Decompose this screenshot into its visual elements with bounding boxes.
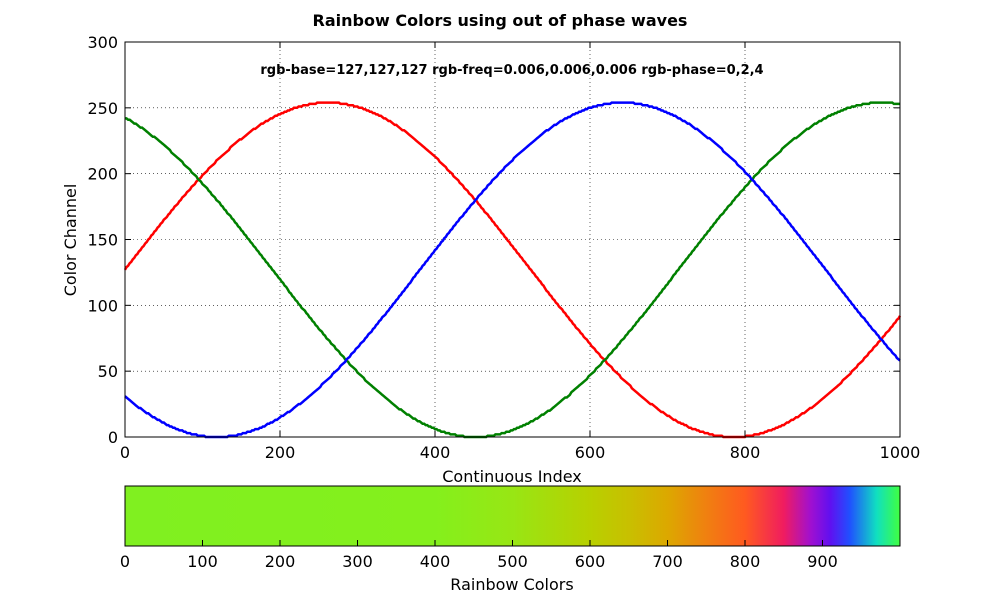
x-tick-label: 800 bbox=[730, 443, 761, 462]
colorbar-tick-label: 700 bbox=[652, 552, 683, 571]
y-tick-label: 150 bbox=[87, 231, 118, 250]
x-tick-label: 0 bbox=[120, 443, 130, 462]
y-axis-label: Color Channel bbox=[61, 184, 80, 297]
y-tick-label: 100 bbox=[87, 296, 118, 315]
colorbar-tick-label: 500 bbox=[497, 552, 528, 571]
grid-lines bbox=[124, 41, 901, 438]
series-line-blue bbox=[124, 101, 901, 439]
x-tick-label: 600 bbox=[575, 443, 606, 462]
y-tick-label: 0 bbox=[108, 428, 118, 447]
colorbar-tick-label: 800 bbox=[730, 552, 761, 571]
colorbar-tick-label: 200 bbox=[265, 552, 296, 571]
y-tick-label: 300 bbox=[87, 33, 118, 52]
colorbar-label: Rainbow Colors bbox=[450, 575, 573, 594]
y-axis-ticks: 0 50 100 150 200 250 300 bbox=[87, 33, 900, 447]
x-tick-label: 400 bbox=[420, 443, 451, 462]
colorbar-tick-label: 900 bbox=[807, 552, 838, 571]
y-tick-label: 50 bbox=[98, 362, 118, 381]
series-lines bbox=[123, 101, 902, 439]
colorbar-tick-label: 300 bbox=[342, 552, 373, 571]
x-axis-ticks: 0 200 400 600 800 1000 bbox=[120, 42, 920, 462]
y-tick-label: 250 bbox=[87, 99, 118, 118]
colorbar bbox=[124, 485, 901, 547]
series-line-green bbox=[125, 101, 900, 439]
x-axis-label: Continuous Index bbox=[442, 467, 582, 486]
series-line-red bbox=[123, 101, 902, 439]
x-tick-label: 1000 bbox=[880, 443, 921, 462]
colorbar-tick-label: 600 bbox=[575, 552, 606, 571]
colorbar-tick-label: 0 bbox=[120, 552, 130, 571]
colorbar-tick-label: 400 bbox=[420, 552, 451, 571]
colorbar-ticks: 0 100 200 300 400 500 600 700 800 900 bbox=[120, 540, 838, 571]
chart-title: Rainbow Colors using out of phase waves bbox=[313, 11, 688, 30]
chart-annotation: rgb-base=127,127,127 rgb-freq=0.006,0.00… bbox=[260, 63, 763, 78]
x-tick-label: 200 bbox=[265, 443, 296, 462]
colorbar-tick-label: 100 bbox=[187, 552, 218, 571]
y-tick-label: 200 bbox=[87, 165, 118, 184]
